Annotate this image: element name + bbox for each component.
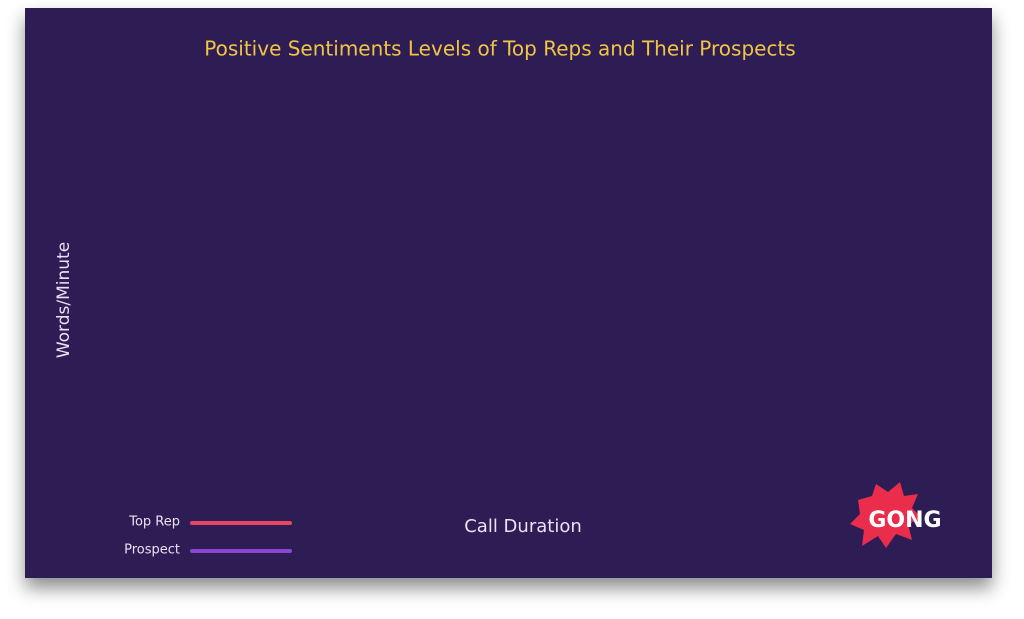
legend-label: Prospect (124, 543, 180, 558)
x-axis-label: Call Duration (464, 516, 582, 537)
logo-burst (850, 482, 922, 548)
card (25, 8, 992, 578)
logo-text: GONG (868, 508, 941, 533)
y-axis-label: Words/Minute (54, 242, 74, 358)
logo: GONG (850, 482, 942, 548)
chart-title: Positive Sentiments Levels of Top Reps a… (204, 37, 795, 61)
legend-label: Top Rep (128, 515, 180, 530)
